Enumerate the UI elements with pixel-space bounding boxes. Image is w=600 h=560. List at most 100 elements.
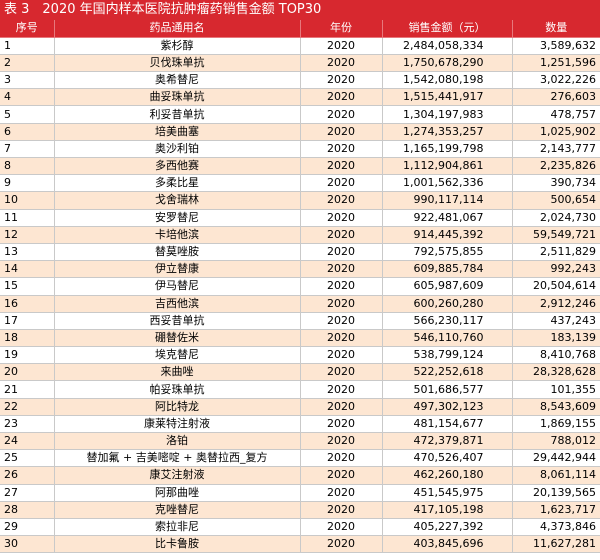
cell-rank: 10 [0, 191, 55, 210]
cell-drug-name: 培美曲塞 [54, 123, 301, 141]
cell-rank: 23 [0, 415, 55, 434]
cell-sales-amount: 451,545,975 [382, 484, 513, 502]
cell-drug-name: 阿那曲唑 [54, 484, 301, 502]
table-row: 30 比卡鲁胺 2020 403,845,696 11,627,281 [0, 535, 600, 554]
cell-year: 2020 [300, 191, 383, 210]
cell-quantity: 500,654 [512, 191, 600, 210]
table-caption: 表 3 2020 年国内样本医院抗肿瘤药销售金额 TOP30 [0, 0, 600, 20]
cell-rank: 16 [0, 295, 55, 313]
header-year: 年份 [300, 20, 383, 38]
cell-year: 2020 [300, 277, 383, 296]
cell-drug-name: 康莱特注射液 [54, 415, 301, 434]
table-row: 7 奥沙利铂 2020 1,165,199,798 2,143,777 [0, 140, 600, 159]
header-rank: 序号 [0, 20, 55, 38]
cell-quantity: 4,373,846 [512, 518, 600, 537]
cell-sales-amount: 470,526,407 [382, 449, 513, 468]
cell-drug-name: 吉西他滨 [54, 295, 301, 313]
cell-year: 2020 [300, 312, 383, 330]
cell-quantity: 2,235,826 [512, 157, 600, 176]
cell-rank: 20 [0, 363, 55, 382]
cell-drug-name: 索拉非尼 [54, 518, 301, 537]
cell-sales-amount: 1,001,562,336 [382, 174, 513, 193]
cell-sales-amount: 914,445,392 [382, 226, 513, 244]
cell-rank: 27 [0, 484, 55, 502]
cell-drug-name: 曲妥珠单抗 [54, 88, 301, 107]
cell-quantity: 2,143,777 [512, 140, 600, 159]
cell-sales-amount: 566,230,117 [382, 312, 513, 330]
cell-sales-amount: 609,885,784 [382, 260, 513, 279]
table-row: 11 安罗替尼 2020 922,481,067 2,024,730 [0, 209, 600, 227]
cell-drug-name: 奥沙利铂 [54, 140, 301, 159]
cell-rank: 14 [0, 260, 55, 279]
cell-rank: 2 [0, 54, 55, 73]
table-row: 24 洛铂 2020 472,379,871 788,012 [0, 432, 600, 451]
cell-quantity: 28,328,628 [512, 363, 600, 382]
table-row: 26 康艾注射液 2020 462,260,180 8,061,114 [0, 466, 600, 485]
cell-sales-amount: 1,542,080,198 [382, 71, 513, 90]
cell-rank: 11 [0, 209, 55, 227]
table-row: 12 卡培他滨 2020 914,445,392 59,549,721 [0, 226, 600, 244]
cell-rank: 6 [0, 123, 55, 141]
cell-year: 2020 [300, 88, 383, 107]
cell-quantity: 3,022,226 [512, 71, 600, 90]
cell-drug-name: 伊马替尼 [54, 277, 301, 296]
table-row: 3 奥希替尼 2020 1,542,080,198 3,022,226 [0, 71, 600, 90]
cell-quantity: 20,139,565 [512, 484, 600, 502]
cell-drug-name: 伊立替康 [54, 260, 301, 279]
table-row: 15 伊马替尼 2020 605,987,609 20,504,614 [0, 277, 600, 296]
cell-sales-amount: 538,799,124 [382, 346, 513, 365]
cell-quantity: 788,012 [512, 432, 600, 451]
cell-drug-name: 来曲唑 [54, 363, 301, 382]
cell-sales-amount: 497,302,123 [382, 398, 513, 416]
cell-year: 2020 [300, 484, 383, 502]
cell-quantity: 59,549,721 [512, 226, 600, 244]
cell-quantity: 11,627,281 [512, 535, 600, 554]
cell-sales-amount: 1,274,353,257 [382, 123, 513, 141]
cell-drug-name: 戈舍瑞林 [54, 191, 301, 210]
cell-year: 2020 [300, 54, 383, 73]
cell-sales-amount: 546,110,760 [382, 329, 513, 348]
cell-drug-name: 贝伐珠单抗 [54, 54, 301, 73]
table-row: 9 多柔比星 2020 1,001,562,336 390,734 [0, 174, 600, 193]
cell-rank: 5 [0, 105, 55, 124]
cell-rank: 30 [0, 535, 55, 554]
cell-rank: 28 [0, 501, 55, 519]
cell-sales-amount: 1,515,441,917 [382, 88, 513, 107]
cell-drug-name: 阿比特龙 [54, 398, 301, 416]
table-row: 28 克唑替尼 2020 417,105,198 1,623,717 [0, 501, 600, 519]
cell-sales-amount: 417,105,198 [382, 501, 513, 519]
header-quantity: 数量 [512, 20, 600, 38]
sales-table: 序号 药品通用名 年份 销售金额（元） 数量 1 紫杉醇 2020 2,484,058… [0, 20, 600, 554]
table-row: 14 伊立替康 2020 609,885,784 992,243 [0, 260, 600, 279]
cell-sales-amount: 403,845,696 [382, 535, 513, 554]
cell-quantity: 992,243 [512, 260, 600, 279]
cell-drug-name: 西妥昔单抗 [54, 312, 301, 330]
cell-rank: 7 [0, 140, 55, 159]
table-row: 19 埃克替尼 2020 538,799,124 8,410,768 [0, 346, 600, 365]
cell-sales-amount: 792,575,855 [382, 243, 513, 262]
cell-rank: 18 [0, 329, 55, 348]
cell-quantity: 2,024,730 [512, 209, 600, 227]
cell-quantity: 1,025,902 [512, 123, 600, 141]
cell-quantity: 8,543,609 [512, 398, 600, 416]
cell-year: 2020 [300, 37, 383, 55]
cell-sales-amount: 2,484,058,334 [382, 37, 513, 55]
cell-drug-name: 多西他赛 [54, 157, 301, 176]
cell-year: 2020 [300, 295, 383, 313]
table-row: 22 阿比特龙 2020 497,302,123 8,543,609 [0, 398, 600, 416]
cell-sales-amount: 1,165,199,798 [382, 140, 513, 159]
cell-year: 2020 [300, 518, 383, 537]
cell-year: 2020 [300, 174, 383, 193]
cell-sales-amount: 922,481,067 [382, 209, 513, 227]
cell-year: 2020 [300, 243, 383, 262]
cell-quantity: 1,623,717 [512, 501, 600, 519]
cell-rank: 15 [0, 277, 55, 296]
cell-sales-amount: 462,260,180 [382, 466, 513, 485]
cell-sales-amount: 481,154,677 [382, 415, 513, 434]
table-row: 10 戈舍瑞林 2020 990,117,114 500,654 [0, 191, 600, 210]
table-row: 16 吉西他滨 2020 600,260,280 2,912,246 [0, 295, 600, 313]
cell-year: 2020 [300, 363, 383, 382]
cell-drug-name: 埃克替尼 [54, 346, 301, 365]
table-row: 5 利妥昔单抗 2020 1,304,197,983 478,757 [0, 105, 600, 124]
cell-drug-name: 克唑替尼 [54, 501, 301, 519]
